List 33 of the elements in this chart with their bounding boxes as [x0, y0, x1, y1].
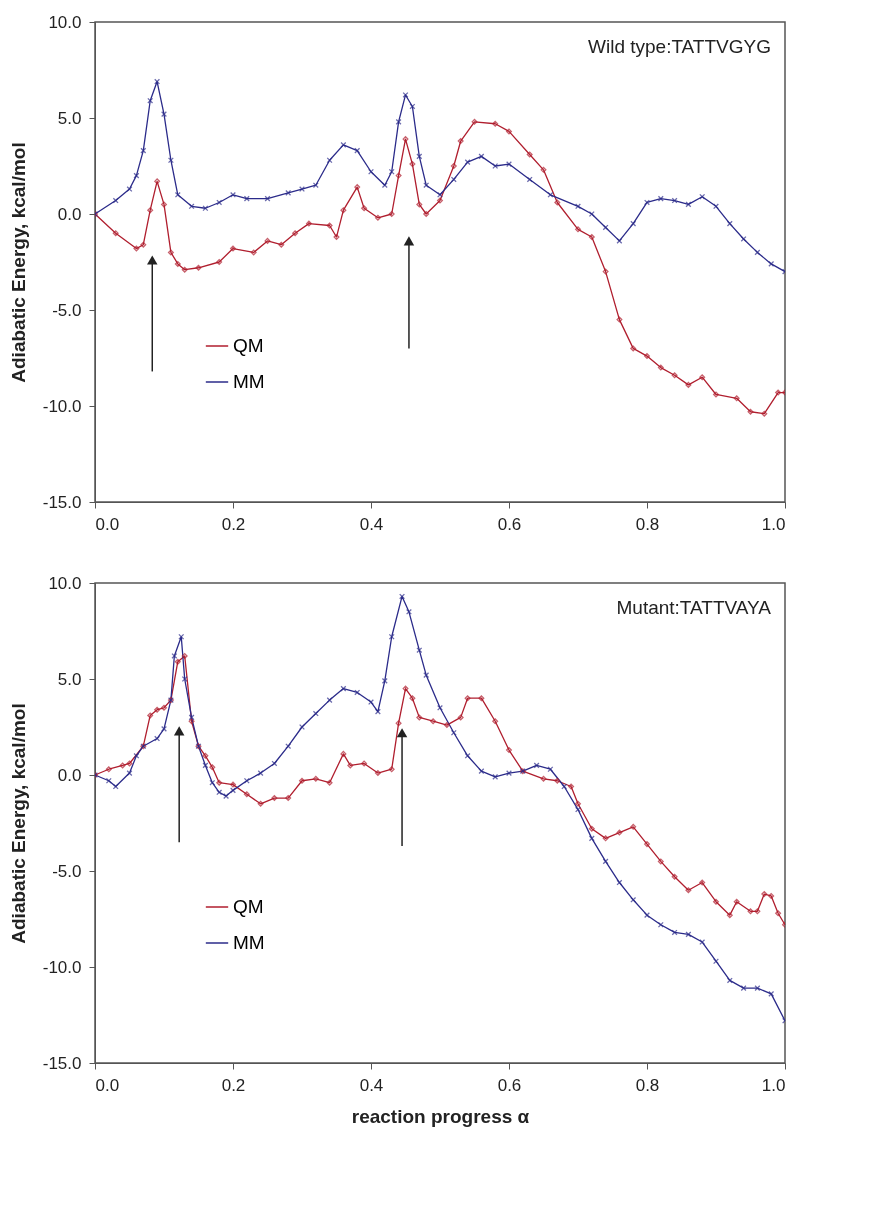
y-tick-label: 10.0: [48, 573, 82, 593]
y-tick-label: 0.0: [57, 204, 82, 224]
annotation: Wild type:TATTVGYG: [588, 36, 771, 57]
y-tick-label: -15.0: [42, 492, 82, 512]
x-tick-label: 0.2: [221, 1075, 246, 1095]
legend-label: MM: [233, 371, 265, 392]
x-tick-label: 0.0: [95, 514, 120, 534]
y-tick-label: 0.0: [57, 765, 82, 785]
legend-label: QM: [233, 335, 264, 356]
x-tick-label: 0.0: [95, 1075, 120, 1095]
x-tick-label: 0.8: [635, 1075, 660, 1095]
legend-label: QM: [233, 896, 264, 917]
x-tick-label: 0.4: [359, 514, 384, 534]
y-tick-label: 10.0: [48, 12, 82, 32]
x-tick-label: 1.0: [761, 1075, 786, 1095]
y-tick-label: -5.0: [52, 300, 82, 320]
y-tick-label: -5.0: [52, 861, 82, 881]
x-axis-title: reaction progress α: [351, 1105, 530, 1127]
x-tick-label: 0.8: [635, 514, 660, 534]
x-tick-label: 0.2: [221, 514, 246, 534]
x-tick-label: 1.0: [761, 514, 786, 534]
y-tick-label: -10.0: [42, 957, 82, 977]
y-tick-label: 5.0: [57, 108, 82, 128]
y-tick-label: -15.0: [42, 1053, 82, 1073]
x-tick-label: 0.4: [359, 1075, 384, 1095]
x-tick-label: 0.6: [497, 1075, 522, 1095]
legend-label: MM: [233, 932, 265, 953]
y-tick-label: -10.0: [42, 396, 82, 416]
annotation: Mutant:TATTVAYA: [616, 597, 772, 618]
y-tick-label: 5.0: [57, 669, 82, 689]
x-tick-label: 0.6: [497, 514, 522, 534]
y-axis-title: Adiabatic Energy, kcal/mol: [7, 703, 29, 944]
y-axis-title: Adiabatic Energy, kcal/mol: [7, 142, 29, 383]
